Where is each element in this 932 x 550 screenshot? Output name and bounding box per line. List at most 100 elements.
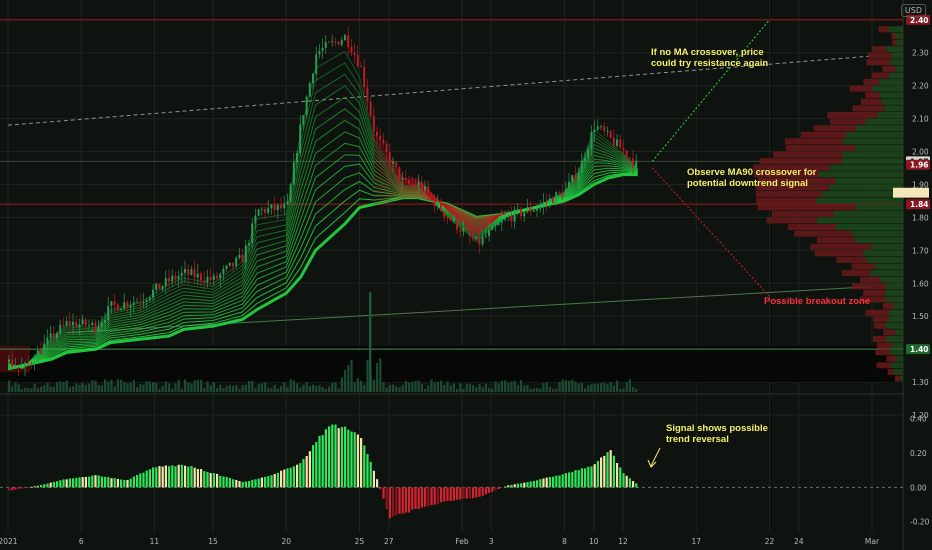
oscillator-bar [209, 473, 212, 488]
candle-body [513, 209, 516, 222]
candle-body [417, 182, 420, 186]
candle-body [49, 333, 52, 338]
volume-profile-bar [849, 85, 873, 92]
oscillator-bar [270, 475, 273, 488]
candle-body [420, 182, 423, 191]
volume-bar [299, 387, 302, 392]
volume-profile-bar [855, 144, 903, 151]
candle-body [331, 41, 334, 43]
volume-profile-bar [851, 283, 887, 290]
volume-bar [276, 388, 279, 392]
oscillator-bar [148, 469, 151, 488]
candle-body [318, 50, 321, 55]
volume-bar [273, 384, 276, 392]
volume-profile-bar [891, 52, 903, 59]
candle-body [356, 55, 359, 67]
candle-body [187, 269, 190, 275]
price-tick-label: 1.70 [912, 246, 929, 255]
oscillator-bar [507, 485, 510, 488]
volume-bar [152, 382, 155, 392]
volume-bar [532, 388, 535, 392]
volume-bar [209, 385, 212, 392]
candle-body [360, 66, 362, 67]
volume-bar [587, 385, 590, 392]
oscillator-bar [283, 469, 286, 488]
ma-ribbon-red-line [373, 197, 506, 218]
candle-body [52, 333, 55, 339]
volume-bar [283, 382, 286, 392]
volume-bar [308, 386, 311, 392]
candle-body [276, 205, 279, 211]
candle-body [593, 129, 596, 132]
volume-bar [366, 359, 369, 392]
volume-profile-bar [787, 224, 836, 230]
volume-profile-bar [816, 197, 903, 204]
volume-bar [500, 380, 503, 392]
oscillator-bar [72, 478, 75, 488]
oscillator-bar [462, 487, 465, 499]
volume-bar [315, 385, 318, 392]
volume-bar [408, 382, 411, 392]
candle-body [36, 350, 39, 362]
oscillator-bar [539, 479, 542, 488]
oscillator-bar [491, 487, 494, 492]
oscillator-bar [516, 483, 519, 488]
time-tick-label: 27 [384, 537, 394, 546]
volume-bar [475, 387, 478, 392]
trendline [66, 286, 873, 334]
candle-body [622, 148, 625, 151]
oscillator-bar [24, 487, 27, 488]
oscillator-bar [260, 477, 263, 488]
candle-body [20, 366, 23, 368]
oscillator-bar [161, 466, 164, 488]
volume-bar [456, 388, 459, 392]
candle-body [440, 201, 442, 211]
oscillator-bar [542, 478, 545, 488]
candle-body [449, 217, 452, 221]
volume-bar [302, 384, 305, 392]
oscillator-bar [504, 486, 507, 488]
candle-body [177, 276, 180, 280]
volume-bar [241, 385, 244, 392]
oscillator-tick-label: 0.20 [910, 449, 927, 458]
candle-body [459, 229, 462, 232]
volume-profile-bar [865, 92, 880, 99]
oscillator-bar [27, 487, 30, 488]
volume-bar [193, 380, 196, 392]
oscillator-bar [632, 481, 635, 488]
volume-profile-bar [873, 316, 889, 323]
price-tick-label: 2.10 [912, 115, 929, 124]
volume-profile-bar [890, 362, 903, 369]
volume-bar [443, 384, 446, 392]
oscillator-bar [168, 466, 171, 488]
currency-badge[interactable]: USD [900, 4, 926, 17]
oscillator-bar [360, 438, 363, 488]
volume-bar [427, 385, 430, 392]
price-marker-label: 1.84 [910, 200, 929, 209]
oscillator-bar [334, 424, 337, 488]
annotation-signal: Signal shows possible trend reversal [666, 423, 768, 445]
volume-bar [270, 387, 273, 392]
volume-bar [75, 383, 78, 392]
candle-body [635, 160, 638, 168]
volume-profile-bar [866, 59, 891, 66]
candle-body [561, 192, 564, 197]
volume-bar [356, 378, 359, 392]
volume-bar [8, 380, 11, 392]
volume-bar [603, 382, 606, 392]
volume-bar [564, 380, 567, 392]
oscillator-bar [452, 487, 455, 501]
time-tick-label: 12 [618, 537, 628, 546]
oscillator-bar [625, 475, 628, 488]
volume-bar [139, 384, 142, 392]
oscillator-bar [478, 487, 481, 497]
volume-profile-bar [894, 375, 901, 382]
price-marker [906, 199, 930, 210]
candle-body [532, 210, 535, 212]
candle-body [238, 254, 241, 258]
volume-profile-bar [818, 171, 903, 178]
candle-body [468, 229, 471, 236]
volume-profile-bar [753, 164, 830, 171]
oscillator-bar [187, 466, 190, 488]
volume-bar [539, 388, 542, 392]
